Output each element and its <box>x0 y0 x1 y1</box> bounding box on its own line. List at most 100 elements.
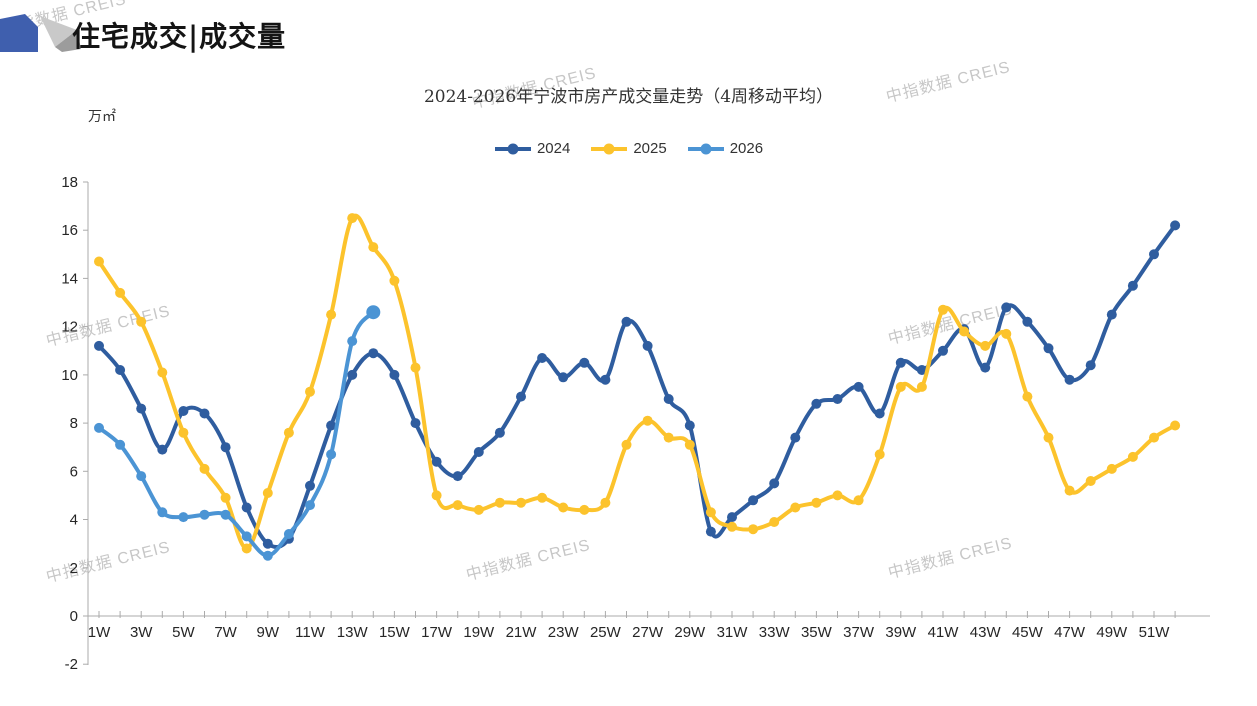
data-point-2024 <box>494 427 505 438</box>
data-point-2026 <box>220 509 231 520</box>
x-tick-label: 43W <box>970 624 1002 641</box>
data-point-2025 <box>727 521 737 532</box>
y-axis-ticks: -2 0 2 4 6 8 10 12 14 16 18 <box>61 174 88 673</box>
data-point-2025 <box>1149 432 1159 443</box>
x-tick-label: 17W <box>421 624 453 641</box>
data-point-2024 <box>727 512 737 523</box>
data-point-2024 <box>452 471 463 482</box>
data-point-2026 <box>94 422 104 433</box>
data-point-2025 <box>1064 485 1075 496</box>
data-point-2025 <box>241 543 252 554</box>
data-point-2024 <box>790 432 801 443</box>
data-point-2024 <box>431 456 442 467</box>
data-point-2024 <box>473 447 484 457</box>
data-point-2025 <box>1022 391 1033 402</box>
data-point-2025 <box>494 497 505 508</box>
data-point-2026 <box>305 500 315 511</box>
data-point-2025 <box>452 500 463 511</box>
y-tick-label: 4 <box>70 512 78 529</box>
x-tick-label: 21W <box>506 624 538 641</box>
data-point-2025 <box>853 495 864 506</box>
x-tick-label: 23W <box>548 624 580 641</box>
x-tick-label: 49W <box>1096 624 1128 641</box>
legend-item-2025: 2025 <box>590 140 667 157</box>
data-point-2024 <box>853 381 864 392</box>
y-tick-label: 0 <box>70 608 78 625</box>
data-point-2024 <box>642 340 653 351</box>
data-point-2024 <box>262 538 273 549</box>
data-point-2025 <box>410 362 421 373</box>
data-point-2025 <box>326 309 337 320</box>
data-point-2025 <box>1170 420 1181 431</box>
data-point-2025 <box>832 490 843 501</box>
x-tick-label: 47W <box>1054 624 1086 641</box>
data-point-2024 <box>811 398 822 409</box>
y-tick-label: 18 <box>61 174 78 191</box>
data-point-2025 <box>178 427 189 438</box>
data-point-2026 <box>178 512 189 523</box>
x-tick-label: 45W <box>1012 624 1044 641</box>
data-point-2024 <box>938 345 948 356</box>
data-point-2025 <box>748 524 759 535</box>
data-point-2024 <box>199 408 210 419</box>
legend-item-2024: 2024 <box>494 140 570 157</box>
data-point-2024 <box>684 420 695 431</box>
data-point-2025 <box>220 492 231 503</box>
data-point-2024 <box>241 502 252 513</box>
series-2026 <box>94 305 381 561</box>
x-tick-label: 7W <box>214 624 237 641</box>
data-point-2026 <box>347 336 358 347</box>
data-point-2024 <box>115 365 126 375</box>
legend-label-2024: 2024 <box>536 140 571 157</box>
data-point-2024 <box>157 444 168 455</box>
data-point-2025 <box>537 492 548 503</box>
data-point-2024 <box>347 369 358 380</box>
data-point-2025 <box>663 432 674 443</box>
legend-swatch-2026-icon <box>687 143 724 154</box>
data-point-2025 <box>621 439 632 450</box>
data-point-2024 <box>769 478 780 489</box>
data-point-2025 <box>938 304 948 315</box>
data-point-2024 <box>1149 249 1159 260</box>
y-tick-label: 2 <box>70 560 78 577</box>
data-point-2025 <box>874 449 885 460</box>
legend-label-2025: 2025 <box>633 140 667 157</box>
data-point-2026 <box>366 305 381 320</box>
x-tick-label: 39W <box>885 624 917 641</box>
data-point-2025 <box>368 242 379 253</box>
x-tick-label: 1W <box>88 624 111 641</box>
x-tick-label: 27W <box>632 624 664 641</box>
y-tick-label: 8 <box>70 415 78 432</box>
data-point-2025 <box>916 381 927 392</box>
chart-legend: 2024 2025 2026 <box>0 140 1257 157</box>
x-tick-label: 5W <box>172 624 195 641</box>
y-tick-label: -2 <box>65 656 78 673</box>
data-point-2024 <box>832 394 843 404</box>
data-point-2025 <box>684 439 695 450</box>
page-title: 住宅成交|成交量 <box>72 20 287 53</box>
data-point-2025 <box>558 502 569 513</box>
x-tick-label: 15W <box>379 624 411 641</box>
x-tick-label: 41W <box>928 624 960 641</box>
data-point-2025 <box>790 502 801 513</box>
data-point-2026 <box>326 449 337 460</box>
data-point-2024 <box>748 495 759 506</box>
x-tick-label: 33W <box>759 624 791 641</box>
y-axis-unit-label: 万㎡ <box>88 108 116 124</box>
data-point-2024 <box>558 372 569 383</box>
data-point-2024 <box>874 408 885 419</box>
data-point-2024 <box>305 480 315 491</box>
legend-swatch-2024-icon <box>494 143 531 154</box>
data-point-2025 <box>262 488 273 498</box>
data-point-2025 <box>600 497 611 508</box>
x-tick-label: 51W <box>1139 624 1171 641</box>
legend-item-2026: 2026 <box>687 140 763 157</box>
page-header: 住宅成交|成交量 <box>0 10 286 60</box>
data-point-2025 <box>431 490 442 501</box>
x-tick-label: 31W <box>717 624 749 641</box>
data-point-2024 <box>220 442 231 453</box>
data-point-2024 <box>916 365 927 375</box>
data-point-2025 <box>705 507 716 518</box>
